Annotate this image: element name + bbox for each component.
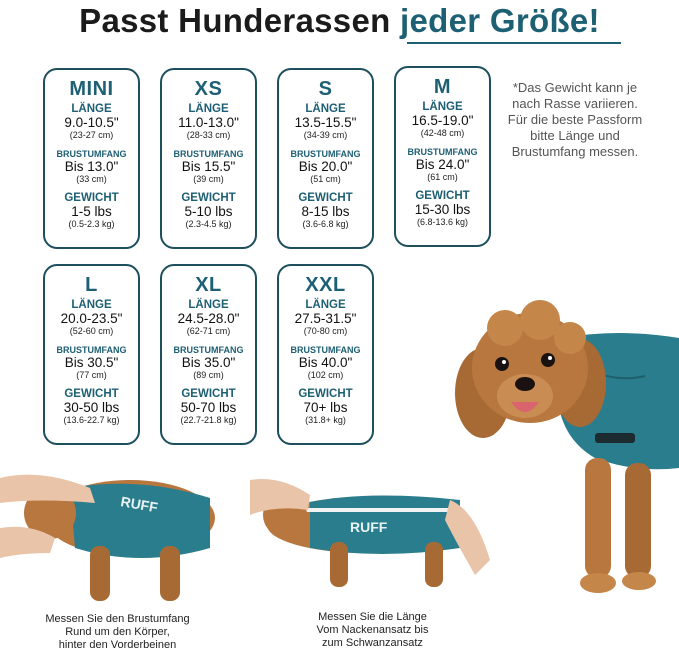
dog-shirt bbox=[70, 483, 210, 558]
size-name: M bbox=[433, 76, 452, 98]
length-cm: (52-60 cm) bbox=[69, 326, 114, 336]
weight-value: 30-50 lbs bbox=[63, 400, 120, 415]
length-value: 27.5-31.5" bbox=[294, 311, 357, 326]
weight-kg: (13.6-22.7 kg) bbox=[63, 415, 120, 425]
chest-cm: (61 cm) bbox=[427, 172, 458, 182]
chest-caption: Messen Sie den Brustumfang Rund um den K… bbox=[20, 613, 215, 652]
chest-value: Bis 20.0" bbox=[298, 159, 353, 174]
length-label: LÄNGE bbox=[422, 101, 463, 113]
size-name: XS bbox=[194, 78, 223, 100]
length-measure-photo: RUFF bbox=[250, 479, 490, 587]
weight-kg: (22.7-21.8 kg) bbox=[180, 415, 237, 425]
weight-value: 70+ lbs bbox=[303, 400, 348, 415]
chest-measure-photo: RUFF bbox=[0, 474, 215, 601]
length-value: 24.5-28.0" bbox=[177, 311, 240, 326]
length-label: LÄNGE bbox=[188, 299, 229, 311]
chest-cm: (39 cm) bbox=[193, 174, 224, 184]
chest-value: Bis 40.0" bbox=[298, 355, 353, 370]
caption-line: zum Schwanzansatz bbox=[322, 637, 423, 649]
chest-label: BRUSTUMFANG bbox=[56, 149, 127, 159]
weight-label: GEWICHT bbox=[298, 192, 353, 204]
size-card-xs: XS LÄNGE 11.0-13.0" (28-33 cm) BRUSTUMFA… bbox=[160, 68, 257, 249]
weight-value: 8-15 lbs bbox=[301, 204, 350, 219]
title-underline bbox=[407, 42, 621, 44]
dog-photo-main bbox=[455, 300, 679, 593]
length-cm: (23-27 cm) bbox=[69, 130, 114, 140]
weight-note: *Das Gewicht kann je nach Rasse variiere… bbox=[507, 80, 643, 159]
length-value: 11.0-13.0" bbox=[178, 115, 239, 130]
chest-value: Bis 30.5" bbox=[64, 355, 119, 370]
weight-kg: (2.3-4.5 kg) bbox=[185, 219, 232, 229]
weight-label: GEWICHT bbox=[64, 192, 119, 204]
weight-label: GEWICHT bbox=[181, 388, 236, 400]
length-value: 16.5-19.0" bbox=[411, 113, 474, 128]
chest-cm: (89 cm) bbox=[193, 370, 224, 380]
length-label: LÄNGE bbox=[188, 103, 229, 115]
weight-kg: (6.8-13.6 kg) bbox=[416, 217, 469, 227]
chest-label: BRUSTUMFANG bbox=[173, 345, 244, 355]
title-main: Passt Hunderassen bbox=[79, 2, 391, 39]
weight-kg: (0.5-2.3 kg) bbox=[68, 219, 115, 229]
weight-kg: (31.8+ kg) bbox=[305, 415, 346, 425]
length-label: LÄNGE bbox=[71, 103, 112, 115]
page-title: Passt Hunderassen jeder Größe! bbox=[0, 2, 679, 40]
weight-label: GEWICHT bbox=[298, 388, 353, 400]
length-value: 13.5-15.5" bbox=[294, 115, 357, 130]
length-value: 20.0-23.5" bbox=[60, 311, 123, 326]
length-cm: (28-33 cm) bbox=[186, 130, 231, 140]
weight-label: GEWICHT bbox=[64, 388, 119, 400]
caption-line: Rund um den Körper, bbox=[65, 626, 170, 638]
caption-line: Vom Nackenansatz bis bbox=[316, 624, 429, 636]
size-card-l: L LÄNGE 20.0-23.5" (52-60 cm) BRUSTUMFAN… bbox=[43, 264, 140, 445]
chest-value: Bis 15.5" bbox=[181, 159, 236, 174]
svg-text:RUFF: RUFF bbox=[119, 493, 159, 515]
chest-value: Bis 35.0" bbox=[181, 355, 236, 370]
chest-cm: (102 cm) bbox=[307, 370, 344, 380]
length-label: LÄNGE bbox=[305, 103, 346, 115]
caption-line: Messen Sie die Länge bbox=[318, 611, 427, 623]
chest-label: BRUSTUMFANG bbox=[173, 149, 244, 159]
length-cm: (62-71 cm) bbox=[186, 326, 231, 336]
caption-line: Messen Sie den Brustumfang bbox=[45, 613, 190, 625]
length-label: LÄNGE bbox=[71, 299, 112, 311]
size-card-xl: XL LÄNGE 24.5-28.0" (62-71 cm) BRUSTUMFA… bbox=[160, 264, 257, 445]
weight-label: GEWICHT bbox=[415, 190, 470, 202]
length-value: 9.0-10.5" bbox=[64, 115, 119, 130]
size-name: XL bbox=[195, 274, 222, 296]
size-name: MINI bbox=[69, 78, 114, 100]
size-name: S bbox=[318, 78, 333, 100]
weight-value: 15-30 lbs bbox=[414, 202, 471, 217]
size-name: L bbox=[85, 274, 98, 296]
chest-value: Bis 13.0" bbox=[64, 159, 119, 174]
weight-value: 1-5 lbs bbox=[71, 204, 112, 219]
svg-text:RUFF: RUFF bbox=[350, 519, 388, 535]
size-card-xxl: XXL LÄNGE 27.5-31.5" (70-80 cm) BRUSTUMF… bbox=[277, 264, 374, 445]
length-label: LÄNGE bbox=[305, 299, 346, 311]
weight-kg: (3.6-6.8 kg) bbox=[302, 219, 349, 229]
weight-value: 5-10 lbs bbox=[184, 204, 233, 219]
length-cm: (70-80 cm) bbox=[303, 326, 348, 336]
chest-label: BRUSTUMFANG bbox=[290, 345, 361, 355]
size-card-s: S LÄNGE 13.5-15.5" (34-39 cm) BRUSTUMFAN… bbox=[277, 68, 374, 249]
size-card-mini: MINI LÄNGE 9.0-10.5" (23-27 cm) BRUSTUMF… bbox=[43, 68, 140, 249]
caption-line: hinter den Vorderbeinen bbox=[58, 639, 177, 651]
chest-cm: (51 cm) bbox=[310, 174, 341, 184]
length-cm: (42-48 cm) bbox=[420, 128, 465, 138]
length-cm: (34-39 cm) bbox=[303, 130, 348, 140]
weight-value: 50-70 lbs bbox=[180, 400, 237, 415]
size-name: XXL bbox=[305, 274, 346, 296]
chest-cm: (77 cm) bbox=[76, 370, 107, 380]
chest-value: Bis 24.0" bbox=[415, 157, 470, 172]
chest-cm: (33 cm) bbox=[76, 174, 107, 184]
size-card-m: M LÄNGE 16.5-19.0" (42-48 cm) BRUSTUMFAN… bbox=[394, 66, 491, 247]
weight-label: GEWICHT bbox=[181, 192, 236, 204]
title-accent: jeder Größe! bbox=[400, 2, 600, 39]
chest-label: BRUSTUMFANG bbox=[56, 345, 127, 355]
chest-label: BRUSTUMFANG bbox=[290, 149, 361, 159]
chest-label: BRUSTUMFANG bbox=[407, 147, 478, 157]
length-caption: Messen Sie die Länge Vom Nackenansatz bi… bbox=[275, 611, 470, 650]
